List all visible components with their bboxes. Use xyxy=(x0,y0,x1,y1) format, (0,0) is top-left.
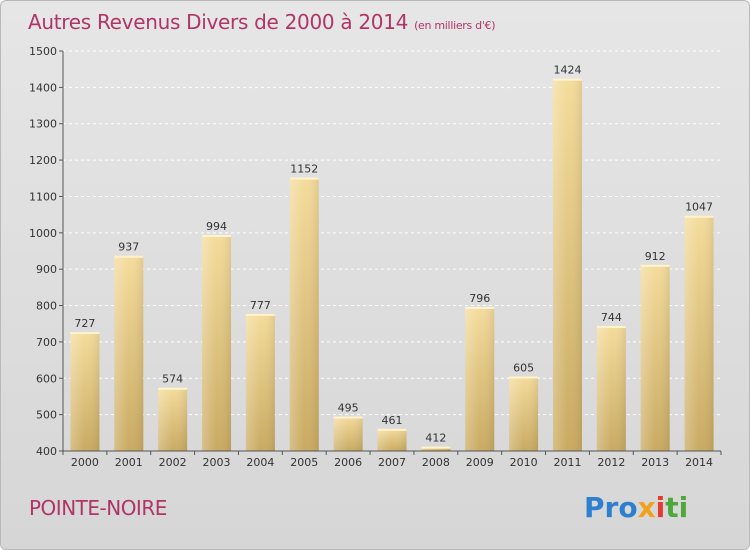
proxiti-logo: Proxiti xyxy=(584,491,688,524)
x-tick-label: 2007 xyxy=(378,456,406,469)
data-label: 937 xyxy=(118,241,139,254)
logo-part-4: ti xyxy=(665,491,689,524)
bars: 727 937 574 994 777 1152 495 461 412 796 605 1424 74… xyxy=(70,64,714,452)
chart-unit: (en milliers d'€) xyxy=(414,19,496,32)
data-label: 1152 xyxy=(290,163,318,176)
x-tick-label: 2004 xyxy=(246,456,274,469)
bar-shade xyxy=(596,325,626,451)
data-label: 744 xyxy=(601,311,622,324)
bar-top-highlight xyxy=(245,313,275,316)
data-label: 1047 xyxy=(685,201,713,214)
x-tick-label: 2014 xyxy=(685,456,713,469)
logo-part-2: x xyxy=(637,491,656,524)
bar-top-highlight xyxy=(552,78,582,81)
x-tick-label: 2009 xyxy=(466,456,494,469)
bar-shade xyxy=(333,416,363,451)
bar-shade xyxy=(684,215,714,451)
bar-shade xyxy=(202,235,232,451)
bar-top-highlight xyxy=(684,215,714,218)
data-label: 912 xyxy=(645,250,666,263)
y-tick-label: 1100 xyxy=(29,190,57,203)
bar-shade xyxy=(158,387,188,451)
y-tick-label: 800 xyxy=(36,300,57,313)
bar-shade xyxy=(421,446,451,451)
bar-top-highlight xyxy=(70,332,100,335)
y-tick-label: 1400 xyxy=(29,81,57,94)
bar-shade xyxy=(552,78,582,452)
y-axis: 400 500 600 700 800 900 1000 1100 1200 1300 1400 15… xyxy=(29,45,64,458)
bar-top-highlight xyxy=(289,177,319,180)
y-tick-label: 600 xyxy=(36,372,57,385)
bar-top-highlight xyxy=(509,376,539,379)
x-tick-label: 2012 xyxy=(597,456,625,469)
bar-top-highlight xyxy=(465,307,495,309)
bar-shade xyxy=(245,313,275,451)
logo-part-1: Pro xyxy=(584,491,638,524)
bar-top-highlight xyxy=(114,255,144,258)
data-label: 1424 xyxy=(553,64,581,77)
data-label: 574 xyxy=(162,373,183,386)
bar-shade xyxy=(114,255,144,451)
bar-top-highlight xyxy=(377,428,407,431)
city-name: POINTE-NOIRE xyxy=(29,496,167,520)
x-tick-label: 2005 xyxy=(290,456,318,469)
x-tick-label: 2013 xyxy=(641,456,669,469)
bar-top-highlight xyxy=(421,446,451,449)
y-tick-label: 900 xyxy=(36,263,57,276)
chart-title-text: Autres Revenus Divers de 2000 à 2014 xyxy=(28,10,409,34)
x-tick-label: 2011 xyxy=(553,456,581,469)
bar-shade xyxy=(70,332,100,451)
bar-top-highlight xyxy=(333,416,363,419)
logo-part-3: i xyxy=(655,491,666,524)
x-tick-label: 2001 xyxy=(115,456,143,469)
bar-shade xyxy=(640,264,670,451)
data-label: 605 xyxy=(513,361,534,374)
x-tick-label: 2010 xyxy=(510,456,538,469)
y-tick-label: 700 xyxy=(36,336,57,349)
x-tick-label: 2003 xyxy=(203,456,231,469)
data-label: 495 xyxy=(338,401,359,414)
y-tick-label: 1300 xyxy=(29,118,57,131)
x-tick-label: 2006 xyxy=(334,456,362,469)
y-tick-label: 1500 xyxy=(29,45,57,58)
x-tick-label: 2008 xyxy=(422,456,450,469)
bar-top-highlight xyxy=(158,387,188,390)
y-tick-label: 1000 xyxy=(29,227,57,240)
data-label: 727 xyxy=(74,317,95,330)
bar-shade xyxy=(377,428,407,451)
data-label: 796 xyxy=(469,292,490,305)
y-tick-label: 1200 xyxy=(29,154,57,167)
bar-top-highlight xyxy=(596,325,626,328)
data-label: 412 xyxy=(425,432,446,445)
y-tick-label: 500 xyxy=(36,409,57,422)
x-tick-label: 2000 xyxy=(71,456,99,469)
bar-top-highlight xyxy=(202,235,232,237)
data-label: 777 xyxy=(250,299,271,312)
data-label: 994 xyxy=(206,220,227,233)
data-label: 461 xyxy=(382,414,403,427)
bar-top-highlight xyxy=(640,264,670,267)
bar-shade xyxy=(509,376,539,451)
y-tick-label: 400 xyxy=(36,445,57,458)
bar-shade xyxy=(465,307,495,451)
x-axis: 2000 2001 2002 2003 2004 2005 2006 2007 2008 2009… xyxy=(62,450,722,469)
x-tick-label: 2002 xyxy=(159,456,187,469)
bar-shade xyxy=(289,177,319,451)
chart-title: Autres Revenus Divers de 2000 à 2014 (en … xyxy=(28,10,496,34)
